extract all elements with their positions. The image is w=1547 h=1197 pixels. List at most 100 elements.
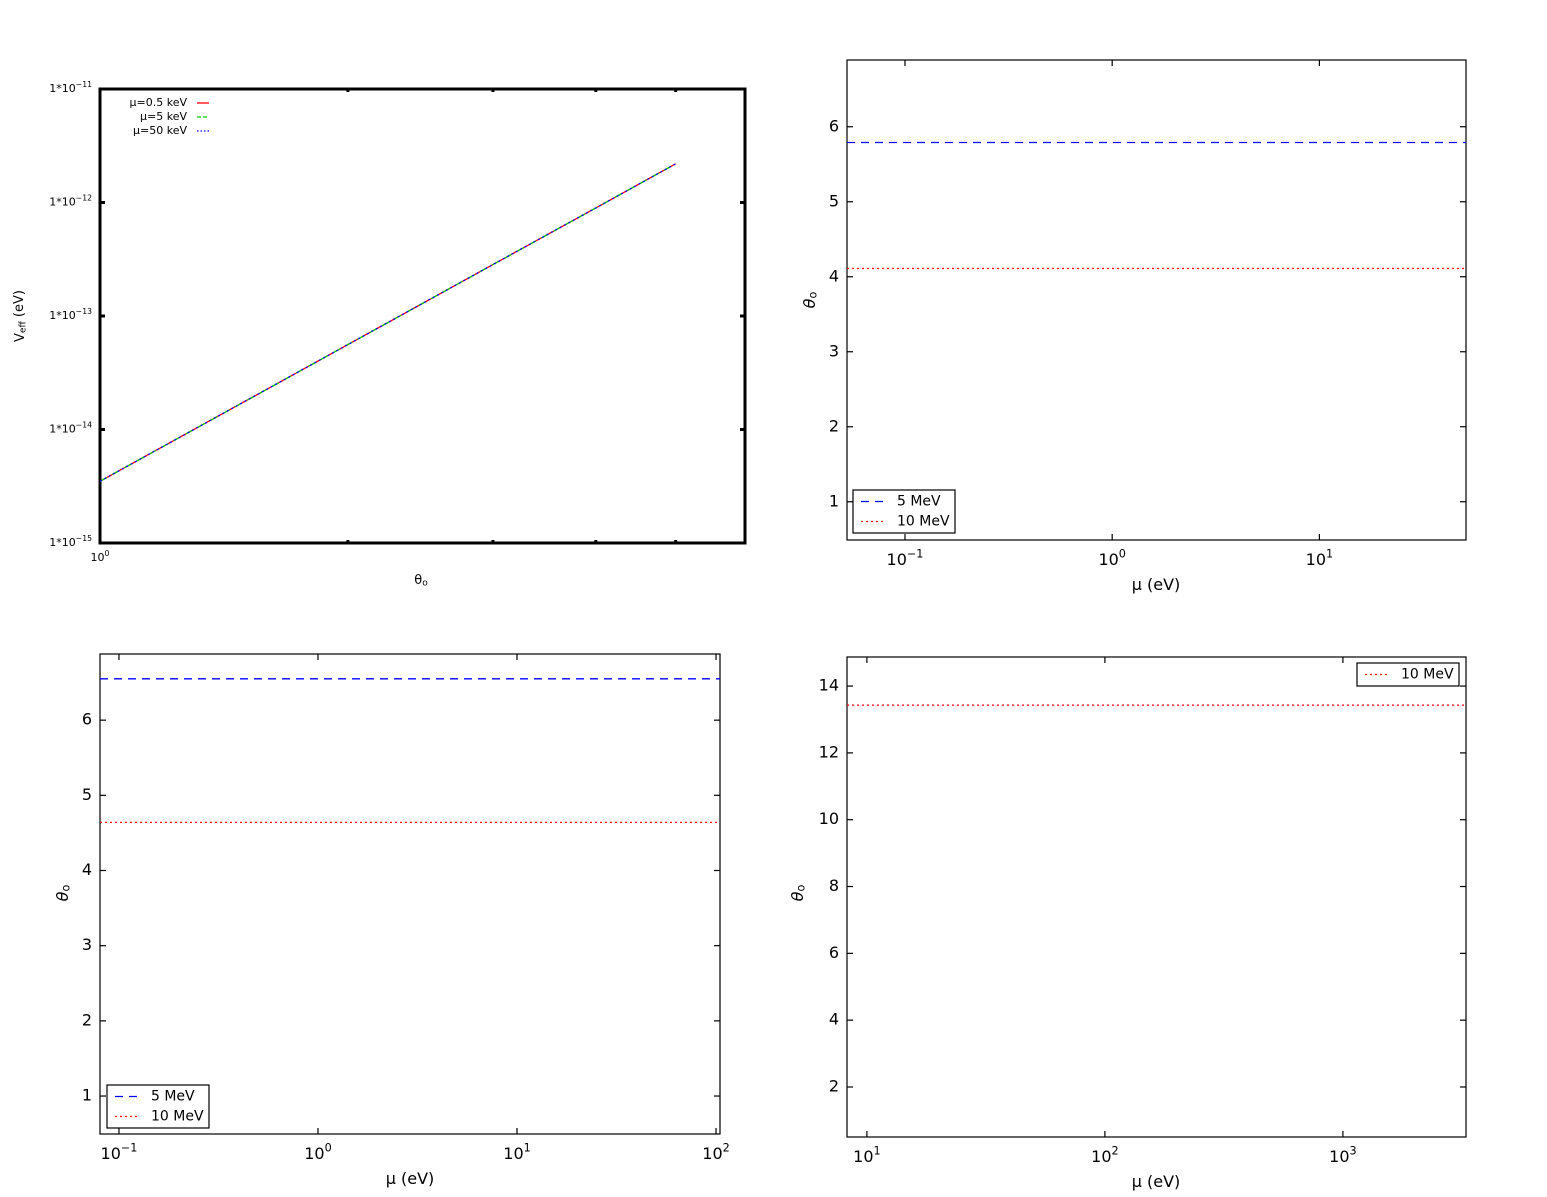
y-tick-label: 1*10−13 xyxy=(49,307,92,322)
x-tick-label-exp: 3 xyxy=(1350,1144,1357,1157)
y-tick-label: 4 xyxy=(829,1010,839,1029)
y-axis-label: θo xyxy=(53,885,73,902)
y-tick-label-base: 1*10 xyxy=(49,536,76,549)
x-tick-label-base: 10 xyxy=(91,551,105,564)
y-tick-label-base: 1*10 xyxy=(49,82,76,95)
legend-label: 10 MeV xyxy=(897,514,950,530)
y-tick-label: 5 xyxy=(829,191,839,210)
y-tick-label-base: 1*10 xyxy=(49,309,76,322)
x-tick-label: 101 xyxy=(1306,547,1333,568)
legend-frame xyxy=(852,489,956,534)
y-axis-label: θo xyxy=(788,885,808,902)
x-tick-label: 10−1 xyxy=(887,547,924,568)
y-tick-label: 3 xyxy=(82,935,92,954)
x-tick-label: 102 xyxy=(1091,1144,1118,1165)
y-tick-label: 6 xyxy=(82,710,92,729)
axis-label-rest: (eV) xyxy=(11,290,26,321)
legend-frame xyxy=(1356,662,1460,687)
y-tick-label: 4 xyxy=(82,860,92,879)
x-tick-label-base: 10 xyxy=(503,1144,523,1163)
y-tick-label-exp: −13 xyxy=(76,307,92,316)
series-line xyxy=(99,163,676,482)
axis-label-sub: o xyxy=(59,885,72,892)
x-tick-label: 103 xyxy=(1329,1144,1356,1165)
axis-label-text: θ xyxy=(414,573,422,588)
plot-frame xyxy=(99,653,721,1135)
x-tick-label-base: 10 xyxy=(304,1144,324,1163)
axis-label-text: V xyxy=(13,333,28,342)
y-tick-label: 6 xyxy=(829,943,839,962)
axis-label-text: θ xyxy=(800,298,819,308)
x-tick-label-base: 10 xyxy=(1098,550,1118,569)
x-tick-label-exp: 1 xyxy=(874,1144,881,1157)
y-tick-label: 6 xyxy=(829,116,839,135)
y-tick-label: 1*10−14 xyxy=(49,421,92,436)
x-axis-label: θo xyxy=(414,573,428,589)
x-tick-label: 100 xyxy=(91,549,110,564)
legend-label: μ=5 keV xyxy=(140,110,187,123)
x-tick-label-exp: 0 xyxy=(325,1141,332,1154)
x-tick-label-base: 10 xyxy=(101,1144,121,1163)
x-tick-label: 10−1 xyxy=(101,1141,138,1162)
x-tick-label-base: 10 xyxy=(1306,550,1326,569)
y-tick-label: 1*10−15 xyxy=(49,534,92,549)
x-tick-label-exp: −1 xyxy=(121,1141,138,1154)
y-axis-label: θo xyxy=(800,292,820,309)
legend-label: 10 MeV xyxy=(1401,667,1454,683)
x-tick-label: 100 xyxy=(1098,547,1125,568)
axis-label-sub: o xyxy=(794,885,807,892)
y-tick-label: 5 xyxy=(82,785,92,804)
y-tick-label-exp: −14 xyxy=(76,421,92,430)
x-axis-label: μ (eV) xyxy=(1132,575,1181,594)
x-tick-label-base: 10 xyxy=(1091,1147,1111,1166)
axis-label-sub: o xyxy=(422,578,428,588)
x-tick-label-base: 10 xyxy=(887,550,907,569)
axis-label-text: μ (eV) xyxy=(386,1169,435,1188)
y-tick-label: 8 xyxy=(829,876,839,895)
x-tick-label: 102 xyxy=(702,1141,729,1162)
legend-label: μ=0.5 keV xyxy=(130,96,188,109)
legend-label: μ=50 keV xyxy=(133,124,187,137)
y-tick-label-exp: −11 xyxy=(76,80,92,89)
x-tick-label: 100 xyxy=(304,1141,331,1162)
y-tick-label: 1 xyxy=(829,491,839,510)
legend-frame xyxy=(106,1084,210,1129)
y-tick-label-base: 1*10 xyxy=(49,423,76,436)
legend-label: 5 MeV xyxy=(897,494,941,510)
axis-label-text: μ (eV) xyxy=(1132,575,1181,594)
x-tick-label-exp: 1 xyxy=(1326,547,1333,560)
y-tick-label: 2 xyxy=(829,1076,839,1095)
x-tick-label: 101 xyxy=(853,1144,880,1165)
y-tick-label: 1*10−12 xyxy=(49,194,92,209)
y-tick-label: 10 xyxy=(819,809,839,828)
x-tick-label-base: 10 xyxy=(1329,1147,1349,1166)
x-tick-label-exp: 1 xyxy=(524,1141,531,1154)
x-tick-label-exp: −1 xyxy=(907,547,924,560)
axis-label-text: μ (eV) xyxy=(1132,1172,1181,1191)
x-tick-label-base: 10 xyxy=(853,1147,873,1166)
y-tick-label: 3 xyxy=(829,341,839,360)
series-line xyxy=(99,163,676,482)
y-tick-label-base: 1*10 xyxy=(49,196,76,209)
x-tick-label-base: 10 xyxy=(702,1144,722,1163)
x-axis-label: μ (eV) xyxy=(386,1169,435,1188)
plot-frame xyxy=(846,656,1467,1138)
legend-label: 5 MeV xyxy=(151,1089,195,1105)
y-tick-label: 14 xyxy=(819,676,839,695)
x-tick-label-exp: 0 xyxy=(105,549,110,558)
y-tick-label: 1 xyxy=(82,1086,92,1105)
y-tick-label: 12 xyxy=(819,742,839,761)
axis-label-text: θ xyxy=(53,891,72,901)
y-tick-label: 1*10−11 xyxy=(49,80,92,95)
y-tick-label-exp: −12 xyxy=(76,194,92,203)
axis-label-sub: eff xyxy=(18,320,28,333)
y-tick-label: 4 xyxy=(829,266,839,285)
y-tick-label: 2 xyxy=(82,1010,92,1029)
x-tick-label: 101 xyxy=(503,1141,530,1162)
x-tick-label-exp: 2 xyxy=(723,1141,730,1154)
plot-frame xyxy=(846,59,1467,541)
plot-frame xyxy=(98,87,747,545)
x-axis-label: μ (eV) xyxy=(1132,1172,1181,1191)
axis-label-sub: o xyxy=(806,292,819,299)
